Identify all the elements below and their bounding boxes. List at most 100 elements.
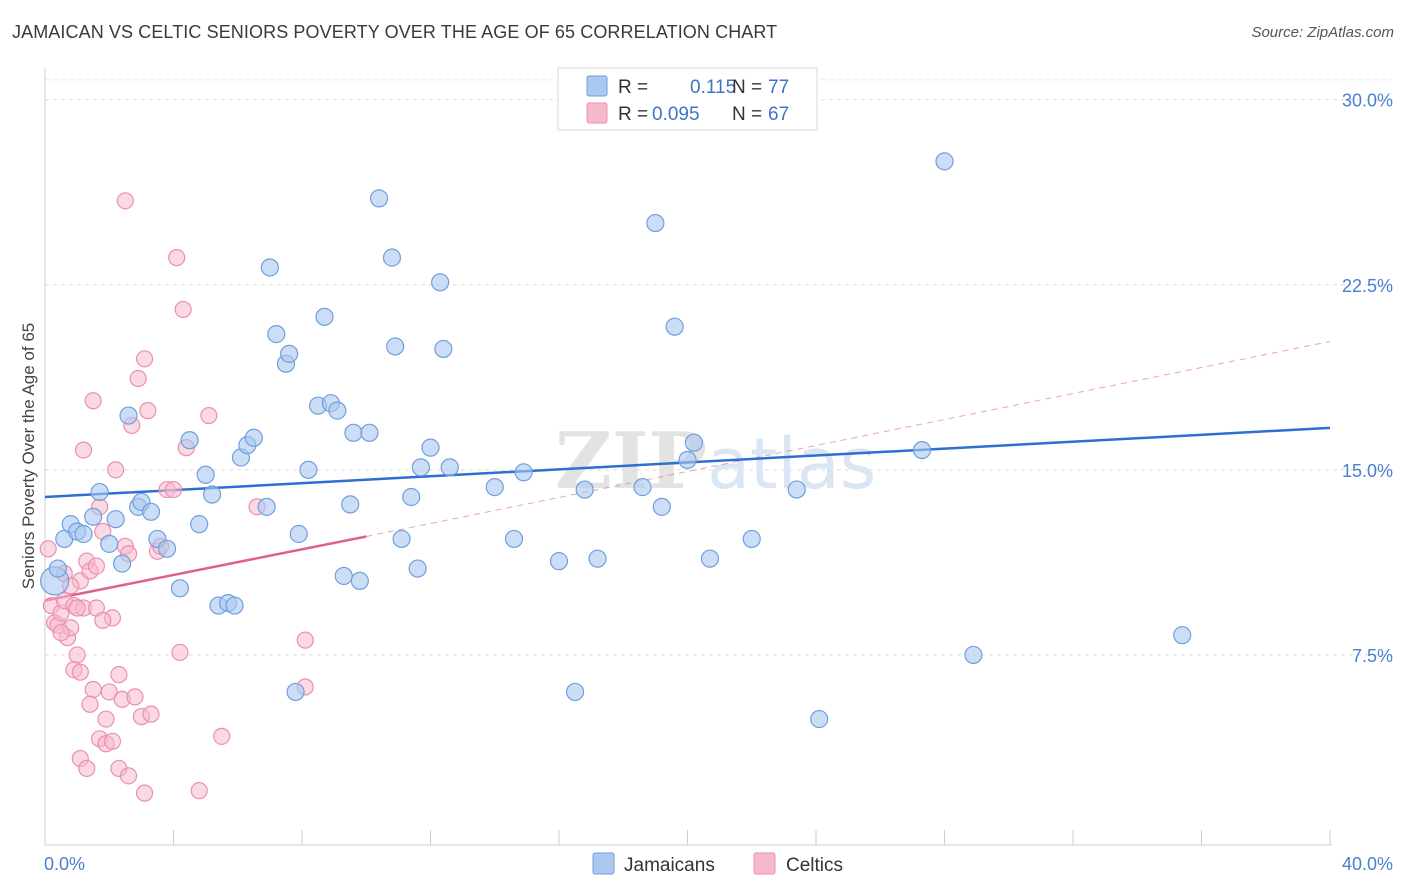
jamaicans-point-59	[549, 552, 569, 571]
celtics-point-51	[78, 759, 96, 778]
jamaicans-point-44	[360, 423, 379, 442]
jamaicans-point-49	[402, 487, 421, 507]
legend: R = 0.115 N = 77 R = 0.095 N = 67	[557, 67, 818, 131]
jamaicans-point-65	[652, 497, 671, 516]
legend-r-label-celtics: R =	[618, 104, 648, 125]
celtics-point-41	[171, 643, 189, 662]
jamaicans-point-56	[485, 478, 504, 497]
celtics-point-58	[135, 784, 154, 802]
x-tick-labels: 0.0% 40.0%	[44, 854, 1393, 874]
jamaicans-point-46	[382, 248, 402, 267]
celtics-point-34	[139, 402, 157, 420]
jamaicans-point-73	[912, 440, 932, 460]
jamaicans-point-60	[565, 682, 585, 702]
celtics-point-52	[84, 680, 102, 699]
jamaicans-point-75	[964, 645, 983, 665]
jamaicans-point-58	[514, 463, 533, 482]
jamaicans-point-7	[90, 482, 109, 502]
jamaicans-point-16	[157, 539, 177, 558]
celtics-point-0	[39, 540, 57, 558]
jamaicans-point-68	[684, 433, 704, 452]
jamaicans-point-20	[196, 465, 215, 484]
jamaicans-point-53	[431, 273, 450, 292]
jamaicans-point-43	[350, 571, 369, 590]
jamaicans-point-57	[504, 529, 524, 549]
jamaicans-point-76	[1173, 626, 1192, 645]
jamaicans-point-40	[334, 566, 353, 586]
jamaicans-point-55	[440, 458, 459, 477]
y-axis-title: Seniors Poverty Over the Age of 65	[19, 323, 38, 589]
trend-line-celtics-dashed	[366, 341, 1331, 537]
celtics-point-59	[71, 663, 89, 681]
bottom-legend-jamaicans: Jamaicans	[624, 855, 715, 876]
y-tick-label-1: 15.0%	[1342, 461, 1393, 481]
jamaicans-point-52	[421, 438, 440, 457]
bottom-legend-celtics: Celtics	[786, 855, 843, 876]
jamaicans-point-17	[170, 579, 190, 598]
y-tick-label-2: 22.5%	[1342, 276, 1393, 296]
jamaicans-point-74	[935, 152, 954, 171]
celtics-point-48	[52, 624, 70, 642]
bottom-legend-swatch-jamaicans	[592, 852, 615, 875]
jamaicans-point-28	[257, 497, 276, 516]
jamaicans-point-10	[112, 554, 132, 573]
jamaicans-point-63	[633, 478, 652, 497]
jamaicans-point-62	[588, 549, 607, 568]
jamaicans-point-9	[106, 510, 125, 529]
celtics-point-33	[135, 350, 154, 368]
jamaicans-point-5	[74, 524, 93, 544]
jamaicans-point-27	[244, 428, 263, 447]
celtics-point-65	[68, 599, 86, 617]
celtics-point-9	[68, 646, 86, 664]
celtics-point-57	[119, 767, 138, 785]
jamaicans-point-66	[665, 317, 684, 336]
celtics-point-17	[87, 557, 106, 575]
bottom-legend-swatch-celtics	[753, 852, 776, 875]
jamaicans-point-21	[202, 485, 222, 504]
legend-n-label-celtics: N =	[732, 104, 762, 125]
y-tick-label-3: 30.0%	[1342, 91, 1393, 111]
legend-r-label-jamaicans: R =	[618, 77, 648, 98]
x-tick-label-1: 40.0%	[1342, 854, 1393, 874]
grid-lines	[45, 79, 1392, 656]
celtics-point-44	[190, 782, 208, 800]
celtics-point-42	[174, 300, 192, 319]
legend-swatch-celtics	[586, 102, 608, 124]
jamaicans-points	[40, 152, 1192, 729]
axes	[44, 68, 1332, 846]
bottom-legend: Jamaicans Celtics	[592, 852, 843, 876]
jamaicans-point-11	[119, 406, 138, 425]
jamaicans-point-19	[190, 515, 209, 534]
jamaicans-point-69	[700, 549, 720, 568]
jamaicans-point-33	[286, 682, 305, 702]
celtics-point-12	[74, 441, 93, 459]
celtics-point-20	[97, 710, 115, 728]
jamaicans-point-18	[180, 431, 199, 450]
jamaicans-point-29	[260, 258, 279, 277]
jamaicans-point-6	[84, 507, 103, 526]
jamaicans-point-61	[575, 480, 594, 499]
y-tick-labels: 7.5% 15.0% 22.5% 30.0%	[1342, 91, 1393, 666]
jamaicans-point-1	[48, 559, 67, 578]
source-label: Source: ZipAtlas.com	[1251, 24, 1394, 41]
celtics-point-27	[116, 192, 134, 210]
legend-n-value-celtics: 67	[768, 104, 789, 125]
celtics-point-45	[200, 406, 218, 425]
chart-title: JAMAICAN VS CELTIC SENIORS POVERTY OVER …	[12, 22, 778, 42]
jamaicans-point-35	[299, 460, 318, 479]
celtics-point-55	[103, 732, 122, 750]
jamaicans-point-32	[280, 344, 299, 363]
jamaicans-point-50	[408, 559, 427, 578]
x-tick-label-0: 0.0%	[44, 854, 85, 874]
jamaicans-point-48	[392, 529, 411, 549]
trend-line-celtics	[44, 535, 367, 602]
jamaicans-point-54	[434, 339, 453, 359]
jamaicans-point-14	[141, 502, 161, 521]
celtics-point-35	[142, 705, 160, 723]
jamaicans-point-45	[370, 189, 389, 208]
legend-swatch-jamaicans	[586, 75, 608, 97]
legend-r-value-celtics: 0.095	[652, 104, 700, 125]
jamaicans-point-24	[225, 596, 244, 615]
celtics-point-39	[164, 480, 183, 499]
